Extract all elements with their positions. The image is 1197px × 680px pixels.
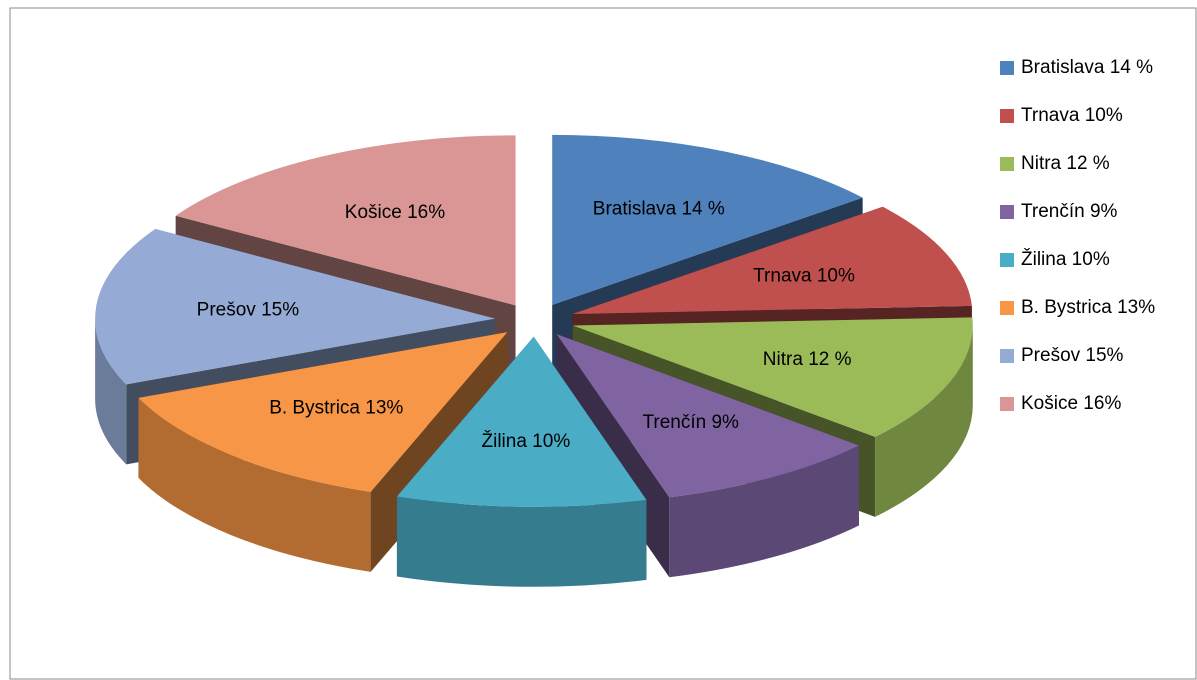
pie-slice [138,332,508,492]
data-label: Prešov 15% [197,299,300,320]
legend-swatch [1000,349,1014,363]
data-label: Žilina 10% [482,430,571,452]
legend-swatch [1000,253,1014,267]
pie-slice [95,229,496,385]
legend-label: Trenčín 9% [1021,201,1118,222]
data-label: Košice 16% [345,202,445,223]
legend-label: Nitra 12 % [1021,153,1110,174]
legend-swatch [1000,205,1014,219]
legend-swatch [1000,109,1014,123]
slice-side [95,318,127,465]
data-label: Trenčín 9% [642,412,739,433]
pie-slice [572,206,972,315]
slice: Žilina 10% [396,336,647,587]
pie-slice [175,135,516,306]
pie-slice [556,334,859,498]
legend-swatch [1000,157,1014,171]
data-label: Bratislava 14 % [593,199,725,220]
legend-label: Bratislava 14 % [1021,57,1153,78]
legend-swatch [1000,61,1014,75]
data-label: Nitra 12 % [763,349,852,370]
slice-side [875,325,973,517]
legend-label: Košice 16% [1021,393,1121,414]
slice-side [669,445,859,578]
pie-slice [552,134,863,305]
legend-label: B. Bystrica 13% [1021,297,1155,318]
legend-label: Trnava 10% [1021,105,1123,126]
legend-label: Žilina 10% [1021,248,1110,270]
slice-side [138,397,371,572]
legend-swatch [1000,301,1014,315]
data-label: B. Bystrica 13% [269,397,403,418]
slice-side [396,496,647,587]
pie-slice [396,336,647,507]
data-label: Trnava 10% [753,265,855,286]
pie-slice [572,317,973,437]
legend-label: Prešov 15% [1021,345,1124,366]
legend-swatch [1000,397,1014,411]
